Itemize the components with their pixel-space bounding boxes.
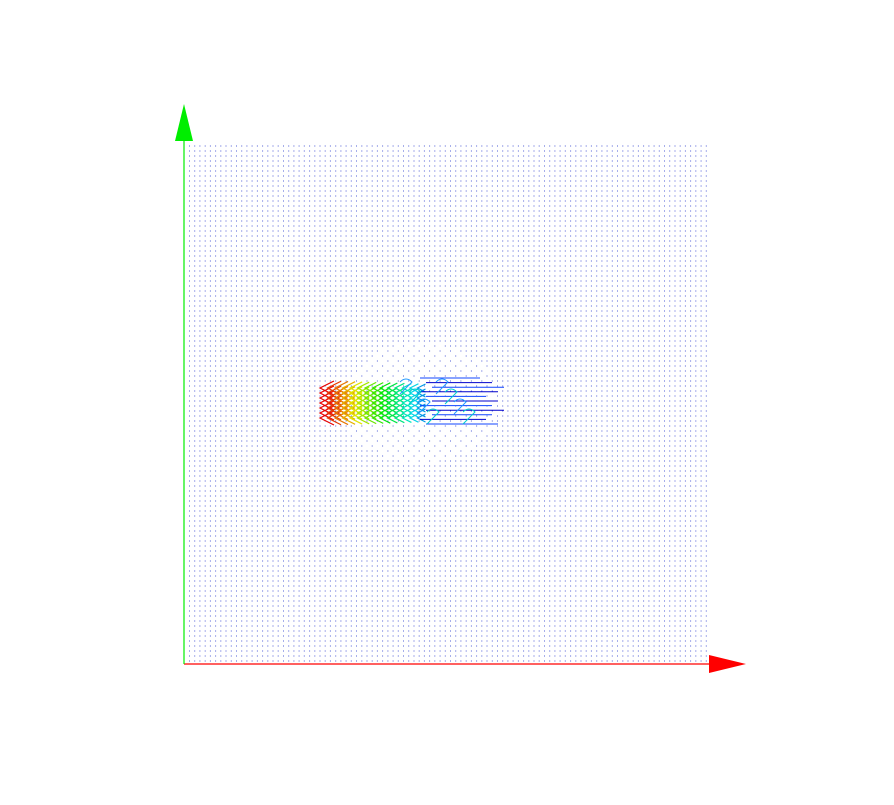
- vector-glyph: [416, 413, 426, 423]
- vector-glyph: [356, 411, 370, 425]
- vector-glyph: [356, 381, 370, 395]
- vector-glyph: [393, 382, 405, 394]
- vector-glyph: [408, 413, 419, 423]
- vector-field: [189, 145, 707, 662]
- vector-glyph: [435, 378, 449, 395]
- vector-glyph: [363, 411, 377, 425]
- vector-glyph: [371, 407, 384, 419]
- vector-glyph: [378, 392, 391, 404]
- vector-glyph: [426, 408, 440, 425]
- vector-glyph: [401, 403, 412, 413]
- vector-glyph: [371, 382, 384, 394]
- vector-glyph: [371, 387, 384, 399]
- vector-glyph: [363, 401, 377, 415]
- vector-glyph: [401, 393, 412, 403]
- vector-glyph: [371, 402, 384, 414]
- vector-glyph: [356, 391, 370, 405]
- vector-glyph: [453, 398, 467, 415]
- vector-glyph: [378, 412, 391, 424]
- vector-glyph: [378, 407, 391, 419]
- vector-glyph: [393, 407, 405, 419]
- vector-glyph: [401, 388, 412, 398]
- vector-glyph: [444, 388, 458, 405]
- vector-glyph: [401, 413, 412, 423]
- vector-glyph: [371, 392, 384, 404]
- vector-glyph: [386, 407, 398, 419]
- vector-glyph: [363, 381, 377, 395]
- vector-glyph: [393, 387, 405, 399]
- vector-glyph: [356, 386, 370, 400]
- vector-glyph: [393, 402, 405, 414]
- vector-glyph: [399, 378, 413, 395]
- vector-glyph: [393, 392, 405, 404]
- y-axis-head: [175, 104, 193, 141]
- vector-glyph: [356, 396, 370, 410]
- vector-glyph: [401, 408, 412, 418]
- vector-glyph: [378, 402, 391, 414]
- vector-glyph: [363, 391, 377, 405]
- vector-glyph: [356, 406, 370, 420]
- vector-glyph: [386, 402, 398, 414]
- vector-glyph: [386, 392, 398, 404]
- vector-glyph: [363, 396, 377, 410]
- vector-glyph: [363, 406, 377, 420]
- vector-glyph: [462, 408, 476, 425]
- vector-glyph: [356, 401, 370, 415]
- vector-glyph: [393, 412, 405, 424]
- vector-glyph: [378, 382, 391, 394]
- vector-glyph: [417, 398, 431, 415]
- vector-glyph: [386, 397, 398, 409]
- vector-glyph: [386, 412, 398, 424]
- dot-grid: [189, 145, 707, 662]
- vector-glyph: [408, 388, 422, 405]
- vector-glyph: [386, 382, 398, 394]
- x-axis-head: [709, 655, 746, 673]
- vector-glyph: [401, 398, 412, 408]
- vector-glyph: [363, 386, 377, 400]
- vector-glyph: [371, 412, 384, 424]
- vector-glyph: [386, 387, 398, 399]
- vector-glyph: [393, 397, 405, 409]
- vector-glyph: [371, 397, 384, 409]
- vector-glyph: [378, 387, 391, 399]
- vector-glyph: [378, 397, 391, 409]
